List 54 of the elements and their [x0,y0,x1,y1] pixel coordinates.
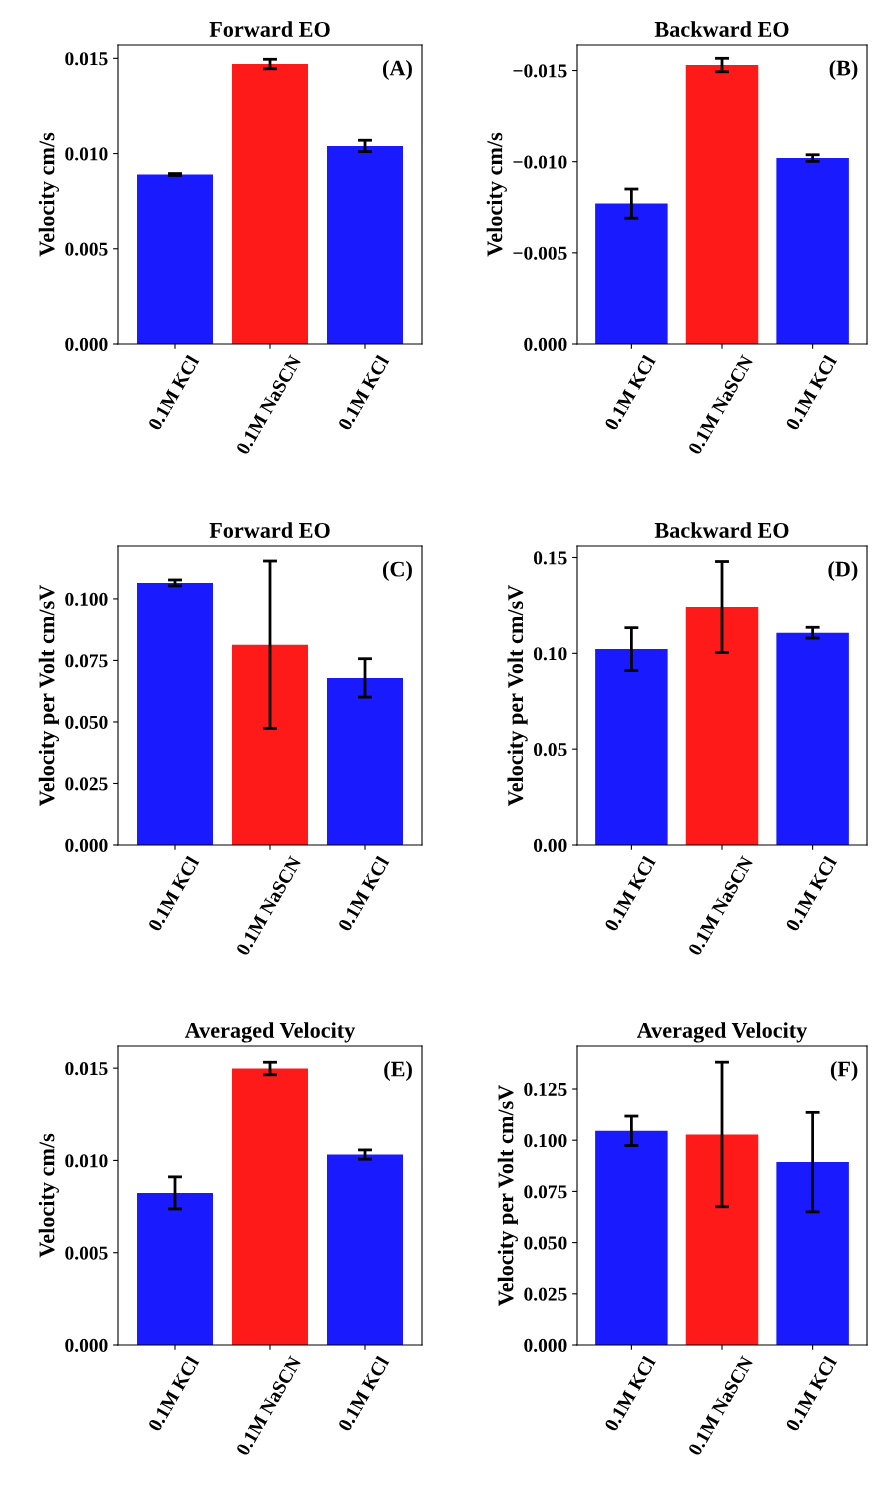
bar [232,644,308,845]
y-tick-label: 0.00 [533,838,567,853]
bar [137,174,213,344]
y-tick-label: 0.000 [524,1338,567,1353]
chart-title: Averaged Velocity [184,1022,356,1043]
annotation: (D) [828,560,858,582]
y-tick-label: 0.05 [533,742,567,757]
y-axis-title: Velocity per Volt cm/sV [497,1084,518,1307]
y-tick-label: 0.100 [524,1134,567,1148]
y-tick-label: 0.025 [524,1287,567,1301]
annotation: (E) [384,1060,412,1082]
y-tick-label: 0.075 [524,1185,567,1199]
annotation: (C) [383,560,412,582]
y-tick-label: −0.010 [513,155,567,169]
bar [232,64,308,344]
annotation: (F) [830,1060,858,1082]
y-tick-label: 0.015 [65,1061,108,1076]
chart-title: Backward EO [654,21,789,37]
y-tick-label: 0.000 [65,337,108,352]
y-tick-label: 0.10 [533,647,567,661]
bar [327,1154,403,1345]
bar [327,145,403,344]
bar [327,677,403,845]
chart-title: Forward EO [209,21,330,37]
y-tick-label: 0.100 [65,592,108,606]
y-tick-label: 0.050 [524,1236,567,1250]
y-axis-title: Velocity cm/s [486,132,507,257]
y-tick-label: 0.125 [524,1082,567,1097]
y-tick-label: 0.015 [65,52,108,66]
y-axis-title: Velocity per Volt cm/sV [38,584,59,807]
y-tick-label: 0.000 [65,838,108,853]
y-axis-title: Velocity cm/s [38,132,59,257]
chart-title: Forward EO [209,522,330,538]
y-tick-label: 0.15 [533,551,567,565]
chart-title: Averaged Velocity [636,1022,808,1043]
annotation: (A) [383,59,412,81]
bar [232,1068,308,1345]
y-tick-label: 0.005 [65,242,108,256]
y-tick-label: 0.025 [65,777,108,791]
y-axis-title: Velocity per Volt cm/sV [507,584,528,807]
chart-title: Backward EO [654,522,789,538]
y-tick-label: 0.050 [65,715,108,729]
annotation: (B) [829,59,858,81]
y-tick-label: −0.015 [513,64,567,78]
bar [137,582,213,845]
y-tick-label: 0.005 [65,1246,108,1260]
y-tick-label: 0.000 [524,337,567,352]
y-tick-label: −0.005 [513,246,567,260]
y-tick-label: 0.010 [65,147,108,161]
bar [137,1192,213,1345]
y-tick-label: 0.010 [65,1154,108,1168]
y-tick-label: 0.000 [65,1338,108,1353]
y-axis-title: Velocity cm/s [38,1133,59,1258]
y-tick-label: 0.075 [65,654,108,668]
